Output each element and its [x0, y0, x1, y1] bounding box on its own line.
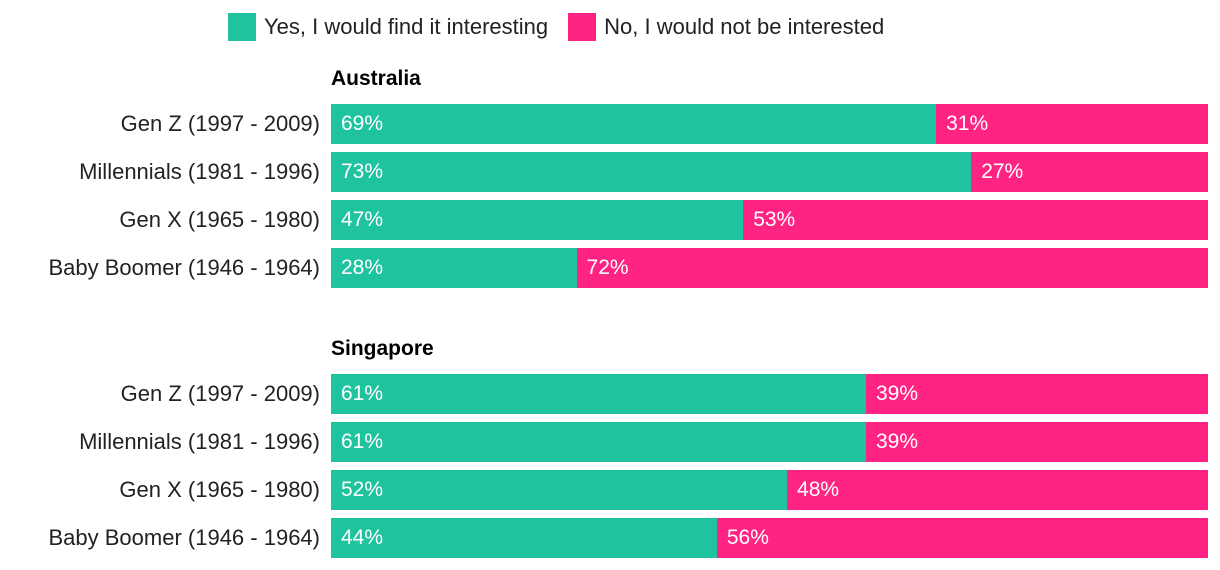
data-label-yes: 47%	[341, 208, 384, 231]
legend-swatch-no	[568, 13, 597, 41]
legend-label-no: No, I would not be interested	[604, 14, 885, 39]
row-label: Millennials (1981 - 1996)	[79, 429, 320, 454]
bar-segment-no: 72%	[576, 248, 1208, 288]
bar-segment-yes: 47%	[331, 200, 744, 240]
stacked-bar: 47% 53%	[331, 200, 1208, 240]
stacked-bar: 28% 72%	[331, 248, 1208, 288]
bar-segment-no: 39%	[865, 422, 1208, 462]
bar-segment-no: 27%	[971, 152, 1208, 192]
data-label-yes: 44%	[341, 526, 384, 549]
legend-item-no: No, I would not be interested	[568, 13, 884, 41]
data-label-no: 31%	[946, 112, 989, 135]
row-label: Gen Z (1997 - 2009)	[120, 111, 320, 136]
stacked-bar: 69% 31%	[331, 104, 1208, 144]
data-label-no: 72%	[586, 256, 629, 279]
bar-segment-yes: 69%	[331, 104, 937, 144]
bar-segment-yes: 52%	[331, 470, 788, 510]
row-label: Gen X (1965 - 1980)	[119, 477, 320, 502]
data-label-yes: 61%	[341, 382, 384, 405]
data-label-no: 53%	[753, 208, 796, 231]
data-label-no: 39%	[875, 382, 918, 405]
group-title-singapore: Singapore	[331, 337, 434, 360]
stacked-bar: 61% 39%	[331, 422, 1208, 462]
bar-segment-yes: 73%	[331, 152, 972, 192]
data-label-yes: 52%	[341, 478, 384, 501]
data-label-yes: 61%	[341, 430, 384, 453]
row-label: Baby Boomer (1946 - 1964)	[48, 525, 321, 550]
legend-label-yes: Yes, I would find it interesting	[264, 14, 549, 39]
data-label-no: 39%	[875, 430, 918, 453]
legend: Yes, I would find it interesting No, I w…	[228, 12, 904, 42]
stacked-bar: 52% 48%	[331, 470, 1208, 510]
bar-segment-no: 48%	[787, 470, 1208, 510]
legend-item-yes: Yes, I would find it interesting	[228, 13, 548, 41]
row-label: Gen X (1965 - 1980)	[119, 207, 320, 232]
bar-segment-yes: 61%	[331, 374, 866, 414]
stacked-bar: 73% 27%	[331, 152, 1208, 192]
row-label: Gen Z (1997 - 2009)	[120, 381, 320, 406]
bar-segment-no: 39%	[865, 374, 1208, 414]
stacked-bar: 61% 39%	[331, 374, 1208, 414]
data-label-no: 27%	[981, 160, 1024, 183]
bar-segment-no: 56%	[716, 518, 1208, 558]
data-label-no: 56%	[726, 526, 769, 549]
row-label: Baby Boomer (1946 - 1964)	[48, 255, 321, 280]
data-label-yes: 73%	[341, 160, 384, 183]
row-label: Millennials (1981 - 1996)	[79, 159, 320, 184]
bar-segment-yes: 61%	[331, 422, 866, 462]
group-title-australia: Australia	[331, 67, 421, 90]
legend-swatch-yes	[228, 13, 256, 41]
bar-segment-yes: 28%	[331, 248, 577, 288]
bar-segment-no: 31%	[936, 104, 1208, 144]
stacked-bar: 44% 56%	[331, 518, 1208, 558]
data-label-yes: 69%	[341, 112, 384, 135]
data-label-yes: 28%	[341, 256, 384, 279]
bar-segment-yes: 44%	[331, 518, 717, 558]
bar-segment-no: 53%	[743, 200, 1208, 240]
data-label-no: 48%	[797, 478, 840, 501]
